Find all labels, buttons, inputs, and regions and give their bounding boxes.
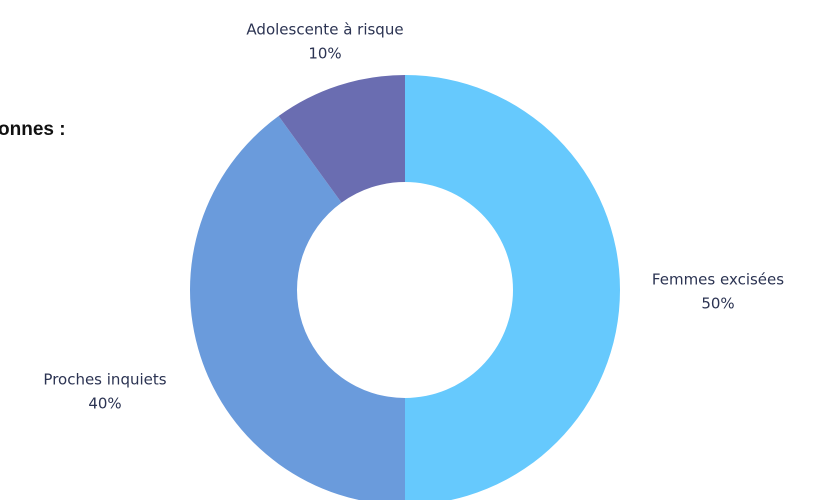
value-label: 10%	[308, 45, 341, 63]
slice	[405, 75, 620, 500]
slice	[278, 75, 405, 203]
value-label: 50%	[701, 295, 734, 313]
slice	[190, 116, 405, 500]
slice-label: Proches inquiets	[43, 371, 166, 389]
value-label: 40%	[88, 395, 121, 413]
slice-label: Femmes excisées	[652, 271, 784, 289]
chart-title: onnes :	[0, 119, 66, 140]
slice-label: Adolescente à risque	[246, 21, 403, 39]
